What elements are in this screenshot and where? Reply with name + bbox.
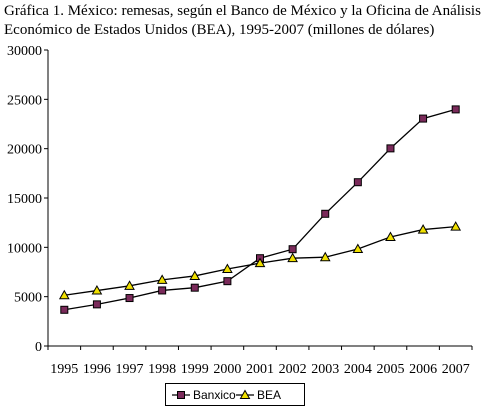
- x-tick-label: 1995: [50, 362, 78, 377]
- x-tick-label: 2003: [311, 362, 339, 377]
- y-tick-label: 10000: [7, 241, 42, 256]
- y-tick-label: 30000: [7, 44, 42, 59]
- data-point-bea: [91, 285, 103, 295]
- data-point-bea: [189, 270, 201, 280]
- legend-label-banxico: Banxico: [193, 388, 236, 402]
- x-tick-label: 2004: [344, 362, 372, 377]
- y-tick-label: 0: [35, 340, 42, 355]
- data-point-bea: [156, 274, 168, 284]
- data-point-bea: [450, 221, 462, 231]
- legend-label-bea: BEA: [257, 388, 281, 402]
- x-tick-label: 1998: [148, 362, 176, 377]
- x-tick-label: 2000: [213, 362, 241, 377]
- x-tick-labels: 1995 1996 1997 1998 1999 2000 2001 2002 2003 2004…: [50, 362, 469, 377]
- data-point-bea: [58, 289, 70, 300]
- x-tick-label: 2007: [442, 362, 470, 377]
- x-tick-label: 1996: [83, 362, 111, 377]
- series-line-banxico: [64, 108, 456, 311]
- x-tick-label: 1997: [116, 362, 144, 377]
- data-point-banxico: [451, 105, 460, 114]
- data-point-bea: [319, 251, 331, 262]
- legend-marker-bea: [239, 389, 251, 399]
- y-tick-labels: 0 5000 10000 15000 20000 25000 30000: [7, 44, 42, 355]
- y-tick-label: 20000: [7, 143, 42, 158]
- data-point-banxico: [223, 277, 232, 286]
- x-tick-label: 2001: [246, 362, 274, 377]
- x-tick-label: 2002: [279, 362, 307, 377]
- data-point-banxico: [92, 300, 101, 309]
- y-tick-label: 15000: [7, 192, 42, 207]
- x-tick-label: 2006: [409, 362, 437, 377]
- chart-title: Gráfica 1. México: remesas, según el Ban…: [4, 2, 484, 40]
- y-tick-label: 5000: [14, 291, 42, 306]
- series-group: [58, 105, 462, 314]
- data-point-banxico: [353, 178, 362, 187]
- data-point-bea: [222, 263, 233, 274]
- series-bea: [58, 221, 462, 300]
- chart-axes: [44, 49, 473, 350]
- data-point-banxico: [321, 209, 330, 218]
- data-point-banxico: [190, 283, 199, 292]
- y-tick-label: 25000: [7, 93, 42, 108]
- series-banxico: [60, 105, 460, 314]
- data-point-bea: [124, 280, 135, 290]
- data-point-bea: [385, 231, 396, 241]
- data-point-banxico: [125, 294, 134, 303]
- data-point-bea: [417, 224, 429, 234]
- data-point-bea: [352, 243, 364, 254]
- chart-title-line-2: Económico de Estados Unidos (BEA), 1995-…: [4, 22, 435, 38]
- data-point-bea: [287, 252, 298, 263]
- x-tick-label: 1999: [181, 362, 209, 377]
- legend-marker-banxico: [177, 391, 185, 399]
- x-tick-label: 2005: [376, 362, 404, 377]
- data-point-banxico: [60, 305, 69, 314]
- data-point-banxico: [419, 114, 428, 123]
- data-point-banxico: [158, 286, 167, 295]
- data-point-bea: [254, 257, 266, 268]
- legend-box: [165, 383, 305, 406]
- chart-title-line-1: Gráfica 1. México: remesas, según el Ban…: [4, 3, 481, 19]
- legend: Banxico BEA: [165, 383, 305, 406]
- data-point-banxico: [288, 245, 297, 254]
- data-point-banxico: [386, 144, 395, 153]
